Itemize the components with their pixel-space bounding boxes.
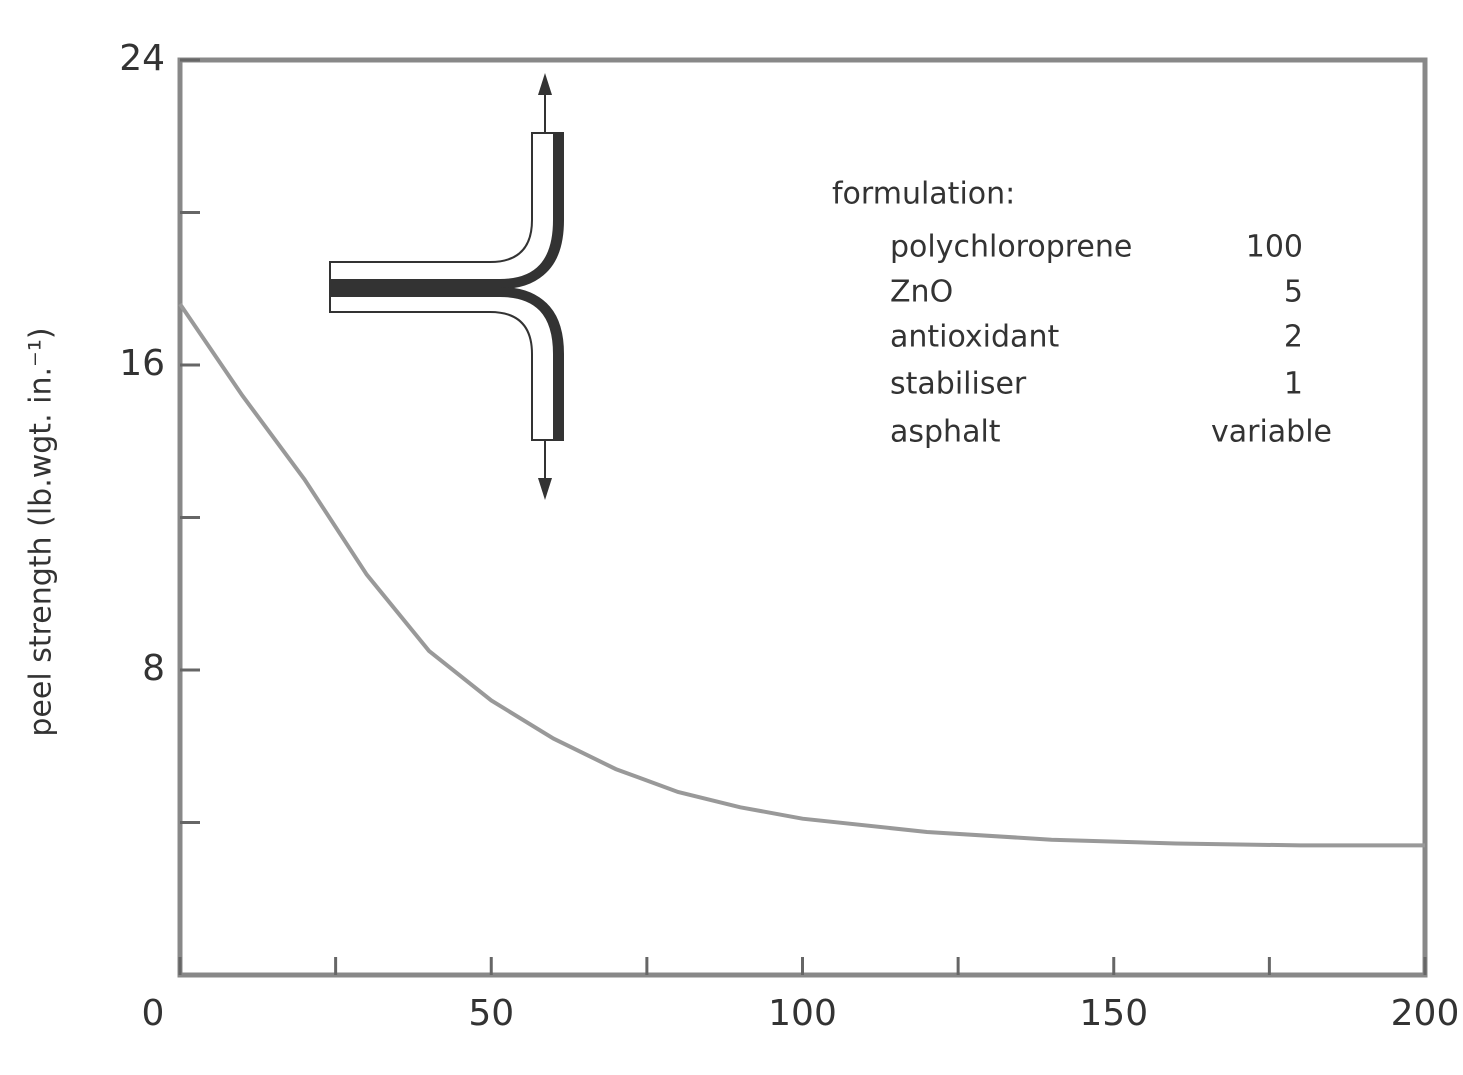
y-tick-label: 24 bbox=[119, 38, 165, 79]
y-tick-label: 8 bbox=[142, 648, 165, 689]
y-axis-label: peel strength (lb.wgt. in.⁻¹) bbox=[24, 327, 59, 736]
x-tick-label: 150 bbox=[1079, 993, 1148, 1034]
x-tick-label: 200 bbox=[1391, 993, 1460, 1034]
legend-item-amount: variable bbox=[1211, 415, 1332, 450]
y-tick-label: 16 bbox=[119, 343, 165, 384]
legend-title: formulation: bbox=[832, 177, 1015, 212]
t-peel-diagram bbox=[329, 73, 564, 500]
legend-item-amount: 1 bbox=[1284, 367, 1303, 402]
data-line bbox=[178, 302, 1425, 848]
x-tick-label: 50 bbox=[468, 993, 514, 1034]
x-tick-label: 100 bbox=[768, 993, 837, 1034]
legend-item-name: antioxidant bbox=[890, 320, 1059, 355]
legend-item-name: ZnO bbox=[890, 275, 953, 310]
x-tick-label: 0 bbox=[142, 993, 165, 1034]
legend-item-name: stabiliser bbox=[890, 367, 1027, 402]
legend-item-amount: 5 bbox=[1284, 275, 1303, 310]
plot-frame bbox=[177, 57, 1428, 978]
legend-item-amount: 2 bbox=[1284, 320, 1303, 355]
legend-item-name: polychloroprene bbox=[890, 230, 1132, 265]
legend-item-name: asphalt bbox=[890, 415, 1001, 450]
legend-item-amount: 100 bbox=[1246, 230, 1303, 265]
